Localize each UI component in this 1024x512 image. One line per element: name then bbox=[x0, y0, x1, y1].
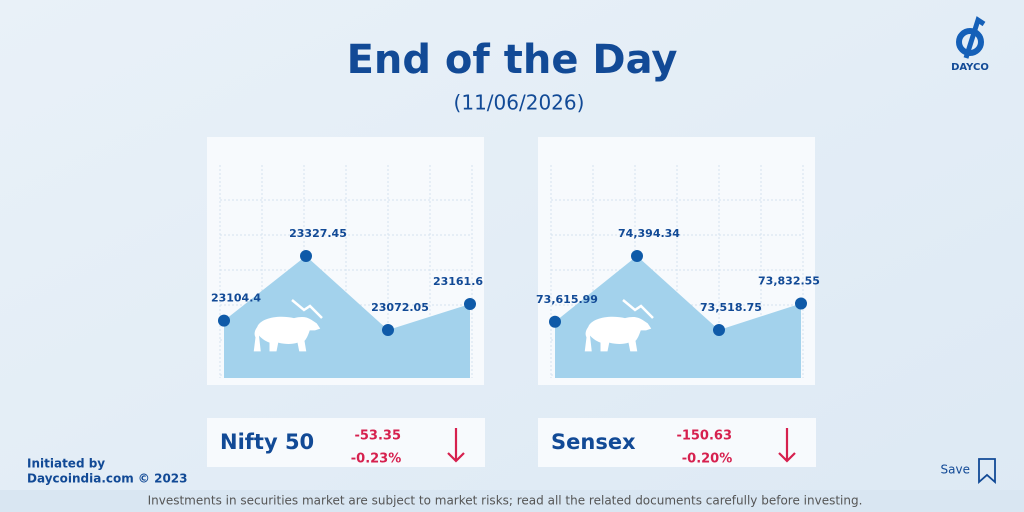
site: Daycoindia.com © 2023 bbox=[27, 472, 188, 486]
down-trend-icon bbox=[291, 299, 323, 319]
data-point bbox=[300, 250, 312, 262]
save-icon[interactable] bbox=[978, 458, 996, 484]
area bbox=[224, 256, 470, 378]
change: -53.35 bbox=[354, 429, 401, 444]
data-label: 73,518.75 bbox=[700, 301, 762, 314]
logo bbox=[956, 16, 986, 59]
data-point bbox=[382, 324, 394, 336]
data-label: 73,615.99 bbox=[536, 293, 598, 306]
change-percent: -0.20% bbox=[682, 452, 733, 467]
date: (11/06/2026) bbox=[454, 91, 585, 115]
brand: DAYCO bbox=[951, 62, 989, 73]
disclaimer: Investments in securities market are sub… bbox=[148, 494, 863, 508]
data-label: 23161.6 bbox=[433, 275, 483, 288]
data-label: 23072.05 bbox=[371, 301, 429, 314]
data-label: 23327.45 bbox=[289, 227, 347, 240]
index-name: Nifty 50 bbox=[220, 430, 314, 454]
change-percent: -0.23% bbox=[351, 452, 402, 467]
data-point bbox=[218, 314, 230, 327]
summary-card bbox=[207, 418, 485, 467]
change: -150.63 bbox=[676, 429, 732, 444]
index-name: Sensex bbox=[551, 430, 636, 454]
chart-panel: 73,615.99 74,394.34 73,518.75 73,832.55 Sens… bbox=[536, 137, 820, 467]
data-point bbox=[713, 324, 725, 336]
title: End of the Day bbox=[347, 37, 678, 83]
data-point bbox=[464, 298, 476, 311]
area bbox=[555, 256, 801, 378]
data-point bbox=[549, 315, 561, 328]
chart-panel: 23104.4 23327.45 23072.05 23161.6 Nifty 50 -5… bbox=[207, 137, 485, 467]
data-point bbox=[631, 250, 643, 262]
data-label: 73,832.55 bbox=[758, 274, 820, 287]
down-arrow bbox=[447, 428, 465, 463]
down-trend-icon bbox=[622, 299, 654, 319]
summary-card bbox=[538, 418, 816, 467]
data-label: 23104.4 bbox=[211, 292, 261, 305]
save-label[interactable]: Save bbox=[941, 463, 970, 477]
charts: 23104.4 23327.45 23072.05 23161.6 Nifty 50 -5… bbox=[207, 137, 820, 467]
initiated-by: Initiated by bbox=[27, 457, 105, 471]
data-point bbox=[795, 297, 807, 310]
data-label: 74,394.34 bbox=[618, 227, 680, 240]
disclaimer-bar bbox=[0, 490, 1024, 512]
down-arrow bbox=[778, 428, 796, 463]
